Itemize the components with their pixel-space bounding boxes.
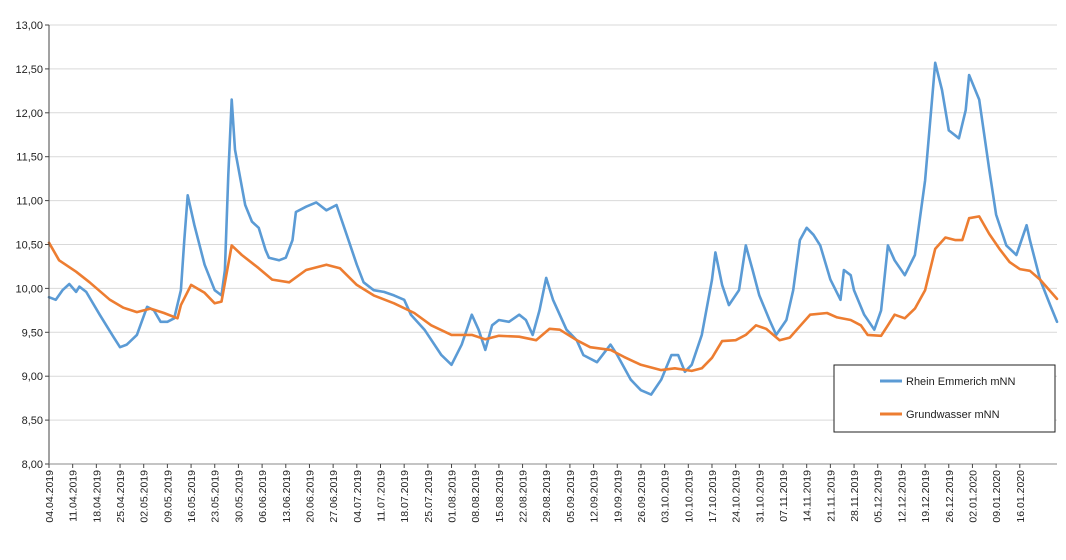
y-tick-label: 11,00 — [16, 196, 43, 208]
y-tick-label: 13,00 — [15, 20, 43, 32]
y-axis-tick-labels: 8,00 8,50 9,00 9,50 10,00 10,50 11,00 11,50 12,0… — [15, 20, 49, 471]
x-tick-label: 20.06.2019 — [304, 470, 316, 523]
x-tick-label: 11.07.2019 — [375, 470, 387, 522]
x-tick-label: 27.06.2019 — [328, 470, 340, 523]
x-tick-label: 23.05.2019 — [210, 470, 222, 523]
x-tick-label: 30.05.2019 — [233, 470, 245, 523]
x-tick-label: 18.07.2019 — [399, 470, 411, 523]
x-tick-label: 04.07.2019 — [352, 470, 364, 523]
x-tick-label: 02.05.2019 — [139, 470, 151, 523]
x-tick-label: 26.12.2019 — [944, 470, 956, 523]
y-tick-label: 8,50 — [22, 415, 43, 427]
x-tick-label: 19.12.2019 — [920, 470, 932, 523]
x-tick-label: 26.09.2019 — [636, 470, 648, 523]
x-tick-label: 09.01.2020 — [991, 470, 1003, 523]
x-tick-label: 02.01.2020 — [967, 470, 979, 523]
gridlines — [49, 24, 1057, 421]
x-tick-label: 16.01.2020 — [1015, 470, 1027, 523]
y-tick-label: 12,50 — [15, 64, 43, 76]
x-tick-label: 12.12.2019 — [896, 470, 908, 523]
y-tick-label: 10,00 — [15, 283, 43, 295]
legend-label-grundwasser: Grundwasser mNN — [906, 409, 1000, 421]
x-tick-label: 07.11.2019 — [778, 470, 790, 522]
x-tick-label: 06.06.2019 — [257, 470, 269, 523]
x-tick-label: 05.09.2019 — [565, 470, 577, 523]
x-tick-label: 29.08.2019 — [541, 470, 553, 523]
x-tick-label: 14.11.2019 — [802, 470, 814, 522]
x-tick-label: 24.10.2019 — [731, 470, 743, 523]
legend: Rhein Emmerich mNN Grundwasser mNN — [833, 364, 1056, 433]
x-tick-label: 15.08.2019 — [494, 470, 506, 523]
x-tick-label: 09.05.2019 — [162, 470, 174, 523]
legend-label-rhein: Rhein Emmerich mNN — [906, 376, 1015, 388]
x-tick-label: 25.04.2019 — [115, 470, 127, 523]
legend-box — [833, 364, 1056, 433]
x-tick-label: 17.10.2019 — [707, 470, 719, 523]
x-tick-label: 21.11.2019 — [825, 470, 837, 522]
x-tick-label: 01.08.2019 — [447, 470, 459, 523]
y-tick-label: 10,50 — [15, 240, 43, 252]
y-tick-label: 8,00 — [22, 459, 43, 471]
x-tick-label: 13.06.2019 — [281, 470, 293, 523]
x-tick-label: 12.09.2019 — [589, 470, 601, 523]
x-tick-label: 11.04.2019 — [68, 470, 80, 522]
x-tick-label: 04.04.2019 — [44, 470, 56, 523]
series-line-1 — [47, 215, 1059, 373]
x-tick-label: 16.05.2019 — [186, 470, 198, 523]
x-tick-label: 28.11.2019 — [849, 470, 861, 522]
x-tick-label: 08.08.2019 — [470, 470, 482, 523]
series-lines — [47, 61, 1059, 396]
x-tick-label: 18.04.2019 — [91, 470, 103, 523]
x-tick-label: 25.07.2019 — [423, 470, 435, 523]
x-tick-label: 05.12.2019 — [873, 470, 885, 523]
series-line-0 — [47, 61, 1059, 396]
y-tick-label: 11,50 — [16, 152, 43, 164]
y-tick-label: 9,00 — [22, 371, 43, 383]
x-tick-label: 31.10.2019 — [754, 470, 766, 523]
y-tick-label: 12,00 — [15, 108, 43, 120]
x-axis-tick-labels: 04.04.2019 11.04.2019 18.04.2019 25.04.2019… — [44, 464, 1027, 523]
x-tick-label: 22.08.2019 — [518, 470, 530, 523]
x-tick-label: 19.09.2019 — [612, 470, 624, 523]
x-tick-label: 03.10.2019 — [660, 470, 672, 523]
y-tick-label: 9,50 — [22, 327, 43, 339]
x-tick-label: 10.10.2019 — [683, 470, 695, 523]
